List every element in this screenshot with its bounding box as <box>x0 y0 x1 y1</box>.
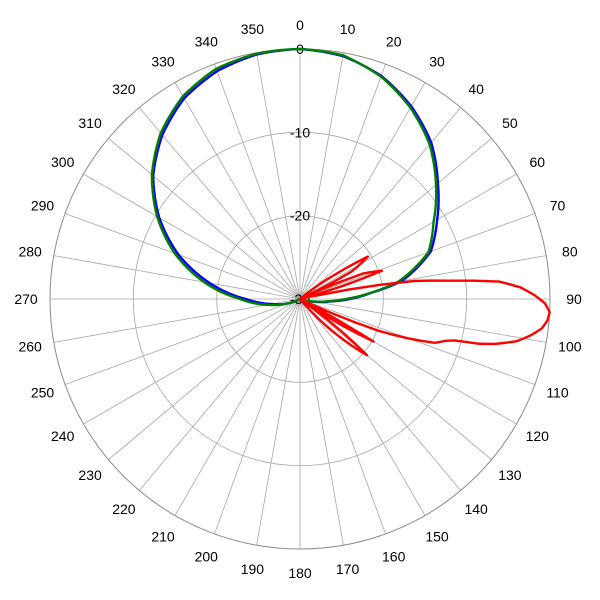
spoke-340 <box>214 63 301 300</box>
spoke-290 <box>64 213 301 300</box>
angle-tick-label: 220 <box>112 501 136 517</box>
angle-tick-label: 170 <box>336 561 360 577</box>
spoke-60 <box>299 173 517 300</box>
spoke-260 <box>53 298 301 343</box>
spoke-20 <box>299 63 386 300</box>
angle-tick-label: 180 <box>288 565 312 581</box>
spoke-130 <box>299 298 492 461</box>
angle-tick-label: 280 <box>18 243 42 259</box>
spoke-30 <box>299 82 426 300</box>
angle-tick-label: 80 <box>562 243 578 259</box>
spoke-160 <box>299 298 386 535</box>
angle-tick-label: 0 <box>296 17 304 33</box>
angle-tick-label: 70 <box>550 197 566 213</box>
angle-tick-labels: 0 10 20 30 40 50 60 70 80 90 100 110 120 130 140 150 160… <box>14 17 582 581</box>
angle-tick-label: 100 <box>558 339 582 355</box>
angle-tick-label: 90 <box>566 291 582 307</box>
angle-tick-label: 110 <box>546 385 569 401</box>
angle-tick-label: 310 <box>78 115 102 131</box>
ring--20 <box>216 215 384 383</box>
spoke-200 <box>214 298 301 535</box>
angle-tick-label: 50 <box>502 115 518 131</box>
angle-tick-label: 200 <box>195 548 219 564</box>
angle-tick-label: 320 <box>112 81 136 97</box>
angle-tick-label: 260 <box>18 339 42 355</box>
spoke-320 <box>138 107 301 300</box>
spoke-330 <box>174 82 301 300</box>
angle-tick-label: 130 <box>498 467 522 483</box>
spoke-10 <box>299 52 344 300</box>
spoke-70 <box>299 213 536 300</box>
angle-tick-label: 340 <box>195 34 219 50</box>
angle-tick-label: 330 <box>151 54 175 70</box>
angle-tick-label: 60 <box>530 154 546 170</box>
spoke-210 <box>174 298 301 516</box>
angle-tick-label: 230 <box>78 467 102 483</box>
ring--10 <box>132 131 468 467</box>
spoke-230 <box>108 298 301 461</box>
spoke-350 <box>256 52 301 300</box>
angle-tick-label: 270 <box>14 291 38 307</box>
angle-tick-label: 40 <box>468 81 484 97</box>
series-group <box>150 47 551 357</box>
angle-tick-label: 160 <box>382 548 406 564</box>
angle-tick-label: 150 <box>425 528 449 544</box>
spoke-150 <box>299 298 426 516</box>
angle-tick-label: 30 <box>429 54 445 70</box>
spoke-170 <box>299 298 344 546</box>
spoke-280 <box>53 255 301 300</box>
series-line-3 <box>298 255 551 357</box>
angle-tick-label: 210 <box>151 528 175 544</box>
polar-grid <box>49 48 551 550</box>
spoke-240 <box>83 298 301 425</box>
spoke-190 <box>256 298 301 546</box>
angle-tick-label: 10 <box>340 21 356 37</box>
series-line-2 <box>150 47 438 307</box>
angle-tick-label: 250 <box>31 385 55 401</box>
angle-tick-label: 300 <box>51 154 75 170</box>
spoke-140 <box>299 298 462 491</box>
angle-tick-label: 190 <box>241 561 265 577</box>
series-line-1 <box>151 47 440 306</box>
radial-tick-label: -20 <box>290 208 310 224</box>
angle-tick-label: 290 <box>31 197 55 213</box>
spoke-40 <box>299 107 462 300</box>
spoke-220 <box>138 298 301 491</box>
spoke-50 <box>299 137 492 300</box>
spoke-110 <box>299 298 536 385</box>
spoke-100 <box>299 298 547 343</box>
radial-tick-label: -10 <box>290 124 310 140</box>
angle-tick-label: 350 <box>241 21 265 37</box>
spoke-250 <box>64 298 301 385</box>
angle-tick-label: 140 <box>464 501 488 517</box>
angle-tick-label: 20 <box>386 34 402 50</box>
spoke-300 <box>83 173 301 300</box>
angle-tick-label: 120 <box>526 428 550 444</box>
spoke-310 <box>108 137 301 300</box>
angle-tick-label: 240 <box>51 428 75 444</box>
